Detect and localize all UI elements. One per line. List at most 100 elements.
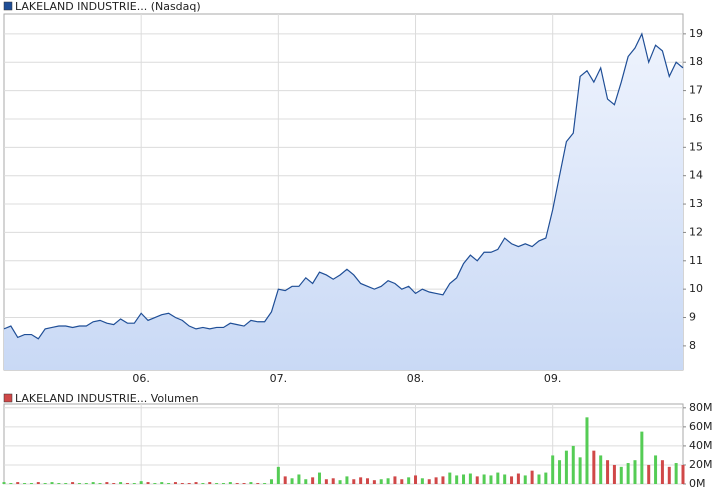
- volume-bar: [43, 483, 47, 484]
- y-tick-label: 14: [689, 169, 703, 182]
- volume-bar: [599, 455, 603, 484]
- volume-bar: [50, 482, 54, 484]
- volume-bar: [564, 450, 568, 484]
- volume-bar: [304, 479, 308, 484]
- volume-bar: [23, 483, 27, 484]
- volume-bar: [400, 479, 404, 484]
- volume-bar: [359, 477, 363, 484]
- volume-bar: [407, 477, 411, 484]
- volume-bar: [269, 479, 273, 484]
- volume-bar: [667, 466, 671, 484]
- volume-bar: [208, 482, 212, 484]
- volume-bar: [84, 483, 88, 484]
- volume-bar: [160, 482, 164, 484]
- volume-bar: [551, 455, 555, 484]
- volume-bar: [125, 483, 129, 484]
- y-tick-label: 17: [689, 84, 703, 97]
- volume-bar: [674, 463, 678, 484]
- volume-bar: [503, 474, 507, 484]
- volume-bar: [331, 478, 335, 484]
- volume-bar: [434, 477, 438, 484]
- legend-swatch: [3, 1, 13, 11]
- y-tick-label: 8: [689, 339, 696, 352]
- volume-bar: [167, 483, 171, 484]
- volume-bar: [558, 460, 562, 484]
- volume-bar: [112, 483, 116, 484]
- volume-bar: [235, 483, 239, 484]
- volume-bar: [496, 472, 500, 484]
- volume-bar: [249, 482, 253, 484]
- volume-bar: [523, 475, 527, 484]
- volume-bar: [256, 483, 260, 484]
- x-tick-label: 06.: [132, 372, 150, 385]
- volume-panel: [3, 403, 684, 485]
- volume-bar: [475, 476, 479, 484]
- volume-bar: [221, 483, 225, 484]
- volume-bar: [633, 460, 637, 484]
- volume-bar: [379, 479, 383, 484]
- volume-bar: [441, 476, 445, 484]
- y-tick-label: 40M: [689, 439, 713, 452]
- volume-bar: [455, 475, 459, 484]
- volume-bar: [427, 479, 431, 484]
- volume-bar: [317, 472, 321, 484]
- volume-bar: [510, 476, 514, 484]
- volume-bar: [201, 483, 205, 484]
- volume-bar: [489, 475, 493, 484]
- volume-bar: [366, 478, 370, 484]
- volume-bar: [420, 478, 424, 484]
- volume-bar: [263, 483, 267, 484]
- volume-bar: [468, 473, 472, 484]
- volume-bar: [132, 483, 136, 484]
- volume-bar: [16, 482, 20, 484]
- volume-bar: [619, 466, 623, 484]
- volume-bar: [352, 479, 356, 484]
- volume-bar: [283, 476, 287, 484]
- x-tick-label: 07.: [270, 372, 288, 385]
- volume-bar: [516, 473, 520, 484]
- volume-bar: [626, 463, 630, 484]
- volume-bar: [571, 445, 575, 484]
- volume-bar: [537, 474, 541, 484]
- volume-bar: [660, 460, 664, 484]
- volume-bar: [544, 472, 548, 484]
- volume-bar: [606, 460, 610, 484]
- y-tick-label: 60M: [689, 420, 713, 433]
- volume-bar: [462, 474, 466, 484]
- volume-bar: [414, 475, 418, 484]
- volume-bar: [180, 483, 184, 484]
- volume-bar: [386, 478, 390, 484]
- volume-bar: [242, 483, 246, 484]
- volume-bar: [647, 464, 651, 484]
- legend-label: LAKELAND INDUSTRIE... Volumen: [15, 392, 199, 405]
- volume-bar: [372, 480, 376, 484]
- volume-bar: [173, 482, 177, 484]
- volume-bar: [448, 472, 452, 484]
- volume-bar: [105, 482, 109, 484]
- volume-bar: [585, 417, 589, 484]
- volume-bar: [290, 478, 294, 484]
- volume-bar: [311, 477, 315, 484]
- volume-bar: [139, 481, 143, 484]
- volume-bar: [91, 482, 95, 484]
- volume-bar: [640, 431, 644, 484]
- volume-bar: [153, 483, 157, 484]
- volume-bar: [64, 483, 68, 484]
- area-fill: [4, 33, 683, 371]
- volume-bar: [57, 483, 61, 484]
- volume-bar: [71, 482, 75, 484]
- volume-bar: [215, 483, 219, 484]
- legend-label: LAKELAND INDUSTRIE... (Nasdaq): [15, 0, 201, 13]
- volume-bar: [612, 464, 616, 484]
- y-tick-label: 0M: [689, 477, 706, 490]
- volume-bar: [324, 479, 328, 484]
- volume-bar: [338, 480, 342, 484]
- volume-bar: [578, 457, 582, 484]
- volume-bar: [194, 482, 198, 484]
- legend-swatch: [3, 393, 13, 403]
- volume-bar: [77, 483, 81, 484]
- volume-bar: [9, 483, 13, 484]
- price-line: [3, 32, 684, 340]
- x-tick-label: 08.: [407, 372, 425, 385]
